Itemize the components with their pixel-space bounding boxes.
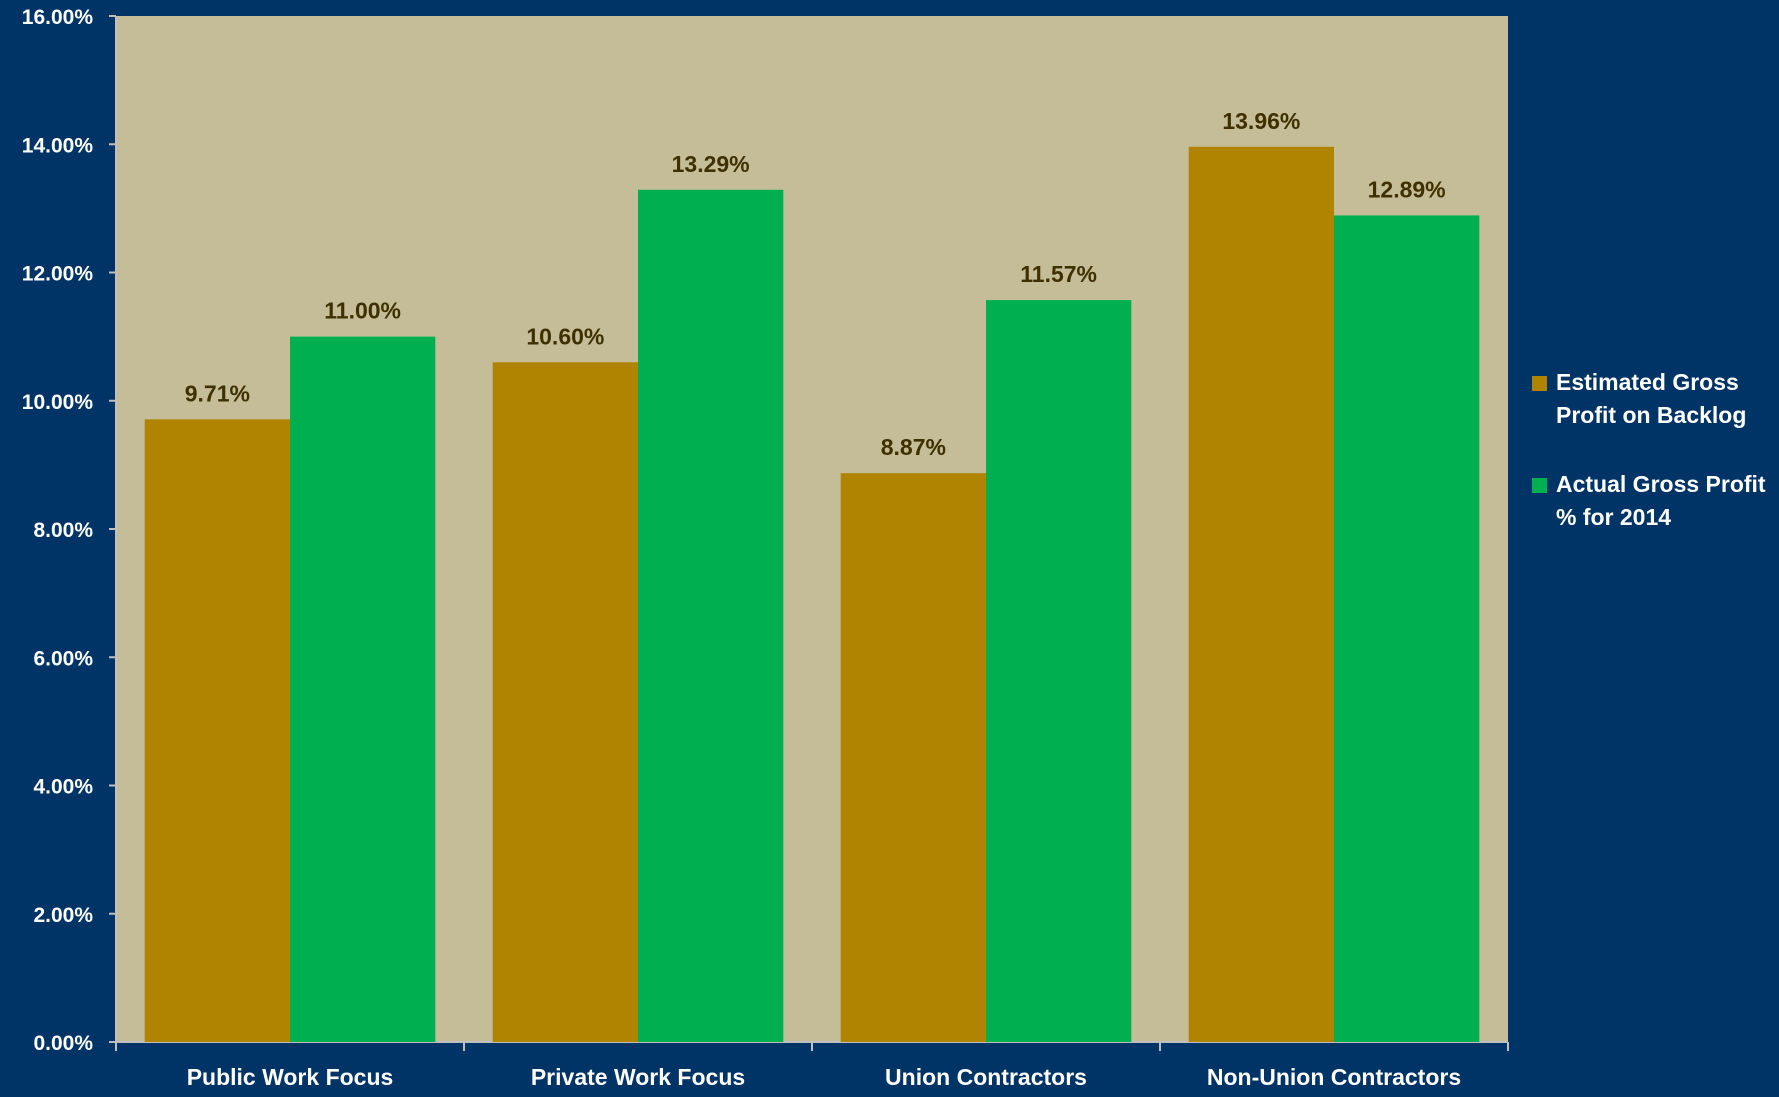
legend-swatch-actual: [1532, 478, 1547, 493]
bar-actual: [1334, 215, 1480, 1042]
bar-actual: [290, 336, 436, 1042]
legend-item-actual: Actual Gross Profit % for 2014: [1532, 468, 1772, 534]
x-tick-label: Public Work Focus: [187, 1064, 394, 1090]
bar-actual: [986, 300, 1132, 1043]
data-label: 11.57%: [1020, 261, 1097, 287]
data-label: 11.00%: [324, 298, 401, 324]
data-labels: 9.71% 10.60% 8.87% 13.96% 11.00% 13.29% 11.57%…: [185, 108, 1446, 460]
bar-estimated: [492, 362, 638, 1042]
data-label: 10.60%: [526, 323, 604, 349]
legend: Estimated Gross Profit on Backlog Actual…: [1532, 366, 1772, 570]
y-tick-label: 10.00%: [22, 391, 94, 414]
x-tick-label: Non-Union Contractors: [1207, 1064, 1461, 1090]
bars: [144, 146, 1480, 1043]
y-tick-label: 14.00%: [22, 134, 94, 157]
legend-label-actual: Actual Gross Profit % for 2014: [1556, 471, 1766, 530]
legend-swatch-estimated: [1532, 376, 1547, 391]
y-tick-label: 8.00%: [33, 519, 93, 542]
data-label: 13.96%: [1222, 108, 1300, 134]
legend-label-estimated: Estimated Gross Profit on Backlog: [1556, 369, 1747, 428]
data-label: 9.71%: [185, 380, 250, 406]
data-label: 12.89%: [1368, 176, 1446, 202]
y-tick-label: 2.00%: [33, 904, 93, 927]
bar-estimated: [1188, 146, 1334, 1042]
x-axis: Public Work Focus Private Work Focus Union…: [115, 1041, 1509, 1090]
y-axis: 0.00% 2.00% 4.00% 6.00% 8.00% 10.00% 12.00% 14.…: [22, 6, 117, 1055]
x-tick-label: Union Contractors: [885, 1064, 1087, 1090]
bar-estimated: [840, 473, 986, 1042]
y-tick-label: 12.00%: [22, 263, 94, 286]
bar-actual: [638, 189, 784, 1042]
legend-item-estimated: Estimated Gross Profit on Backlog: [1532, 366, 1772, 432]
bar-estimated: [144, 419, 290, 1042]
x-tick-label: Private Work Focus: [531, 1064, 745, 1090]
y-tick-label: 16.00%: [22, 6, 94, 29]
data-label: 8.87%: [881, 434, 946, 460]
y-tick-label: 6.00%: [33, 647, 93, 670]
data-label: 13.29%: [672, 151, 750, 177]
y-tick-label: 0.00%: [33, 1032, 93, 1055]
y-tick-label: 4.00%: [33, 776, 93, 799]
